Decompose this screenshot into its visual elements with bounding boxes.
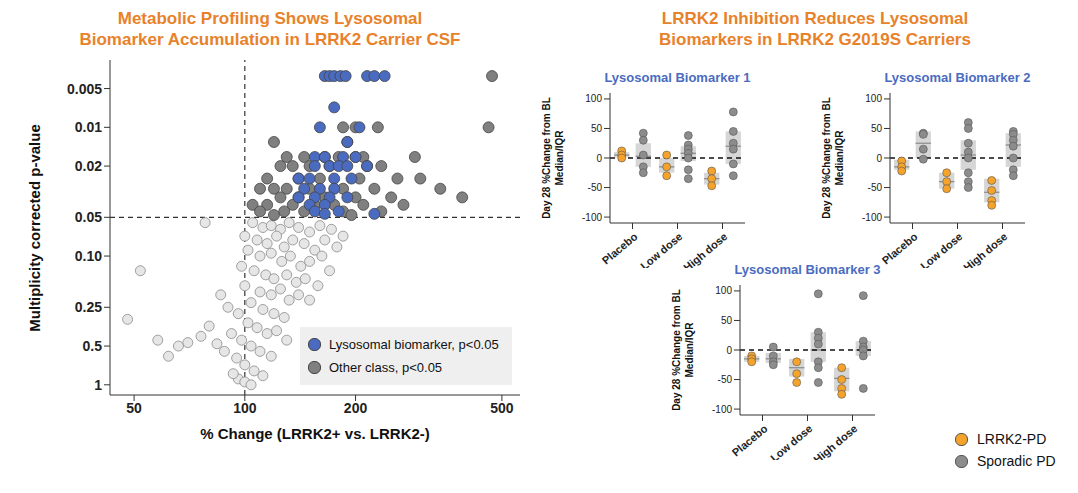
svg-text:50: 50	[126, 400, 142, 416]
svg-text:-100: -100	[862, 212, 882, 223]
svg-text:-100: -100	[582, 212, 602, 223]
svg-text:High dose: High dose	[961, 230, 1009, 268]
svg-text:Placebo: Placebo	[880, 230, 920, 266]
svg-text:0.25: 0.25	[75, 299, 102, 315]
svg-text:100: 100	[865, 93, 882, 104]
html-text:LRRK2 Inhibition Reduces Lysos: LRRK2 Inhibition Reduces Lysosomal	[661, 9, 969, 28]
html-text:Median/IQR: Median/IQR	[554, 130, 565, 186]
svg-text:0.05: 0.05	[75, 209, 102, 225]
svg-text:0: 0	[596, 153, 602, 164]
svg-text:50: 50	[871, 123, 883, 134]
html-text:Biomarker Accumulation in LRRK: Biomarker Accumulation in LRRK2 Carrier …	[79, 30, 461, 49]
svg-text:100: 100	[233, 400, 257, 416]
svg-text:Low dose: Low dose	[918, 230, 965, 268]
svg-text:High dose: High dose	[811, 422, 859, 460]
svg-text:High dose: High dose	[681, 230, 729, 268]
svg-text:0: 0	[726, 345, 732, 356]
svg-text:-50: -50	[718, 374, 733, 385]
html-text:% Change (LRRK2+ vs. LRRK2-): % Change (LRRK2+ vs. LRRK2-)	[200, 425, 430, 442]
svg-text:Low dose: Low dose	[768, 422, 815, 460]
svg-text:1: 1	[94, 377, 102, 393]
svg-text:-50: -50	[868, 182, 883, 193]
html-text:Sporadic PD: Sporadic PD	[977, 453, 1056, 469]
html-text:Day 28 %Change from BL: Day 28 %Change from BL	[671, 289, 682, 411]
svg-text:0.005: 0.005	[67, 81, 102, 97]
svg-text:Placebo: Placebo	[730, 422, 770, 458]
svg-text:100: 100	[585, 93, 602, 104]
html-text:Median/IQR: Median/IQR	[834, 130, 845, 186]
html-text:Median/IQR: Median/IQR	[684, 322, 695, 378]
html-text:Lysosomal Biomarker 3: Lysosomal Biomarker 3	[734, 262, 881, 277]
html-text:Biomarkers in LRRK2 G2019S Car: Biomarkers in LRRK2 G2019S Carriers	[659, 30, 971, 49]
html-text:Lysosomal biomarker, p<0.05: Lysosomal biomarker, p<0.05	[329, 337, 499, 352]
html-text:Lysosomal Biomarker 1: Lysosomal Biomarker 1	[604, 70, 751, 85]
svg-text:0.01: 0.01	[75, 119, 102, 135]
svg-text:50: 50	[721, 315, 733, 326]
html-text:LRRK2-PD: LRRK2-PD	[977, 431, 1047, 447]
svg-text:0.5: 0.5	[83, 338, 103, 354]
svg-text:100: 100	[715, 285, 732, 296]
html-text:Other class, p<0.05: Other class, p<0.05	[329, 360, 443, 375]
html-text:Day 28 %Change from BL: Day 28 %Change from BL	[821, 97, 832, 219]
svg-text:0.10: 0.10	[75, 248, 102, 264]
svg-text:Low dose: Low dose	[638, 230, 685, 268]
html-text:Metabolic Profiling Shows Lyso: Metabolic Profiling Shows Lysosomal	[117, 9, 423, 28]
svg-text:Placebo: Placebo	[600, 230, 640, 266]
svg-text:-50: -50	[588, 182, 603, 193]
svg-text:500: 500	[490, 400, 514, 416]
svg-text:0: 0	[876, 153, 882, 164]
svg-text:0.02: 0.02	[75, 158, 102, 174]
svg-text:200: 200	[344, 400, 368, 416]
html-text:Lysosomal Biomarker 2: Lysosomal Biomarker 2	[884, 70, 1031, 85]
svg-text:-100: -100	[712, 404, 732, 415]
html-text:Day 28 %Change from BL: Day 28 %Change from BL	[541, 97, 552, 219]
svg-text:50: 50	[591, 123, 603, 134]
html-text:Multiplicity corrected p-value: Multiplicity corrected p-value	[26, 123, 43, 332]
